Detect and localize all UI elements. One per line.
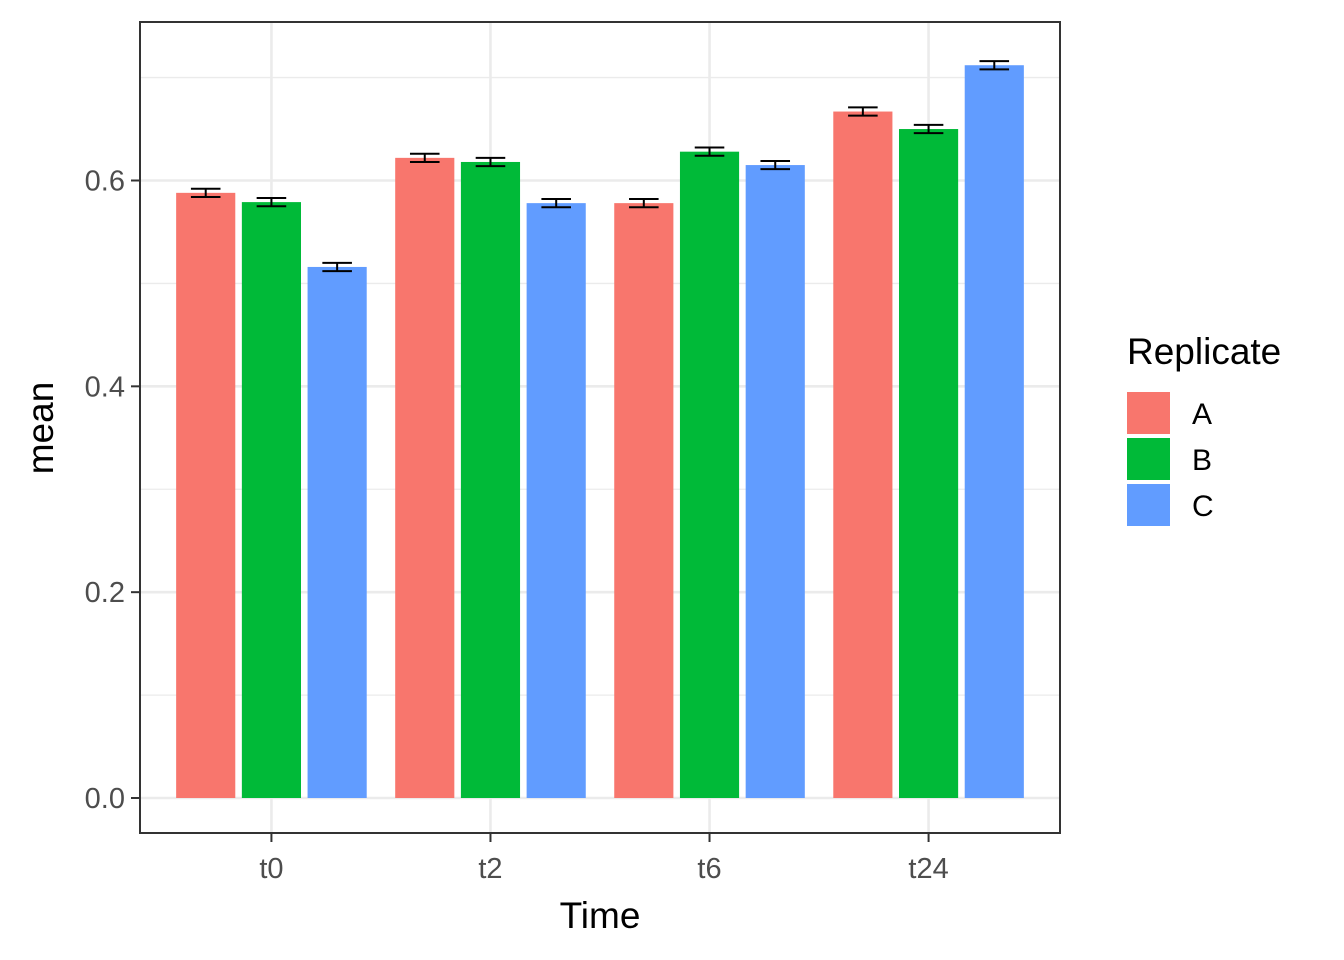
bar-b-t24: [899, 129, 959, 799]
x-tick-label: t0: [259, 853, 283, 885]
bar-a-t6: [614, 203, 674, 799]
x-tick-label: t24: [908, 853, 948, 885]
x-tick-label: t6: [697, 853, 721, 885]
y-axis-title: mean: [20, 382, 61, 475]
bar-c-t0: [307, 266, 367, 799]
bar-a-t2: [395, 157, 455, 799]
legend: Replicate ABC: [1127, 331, 1281, 526]
y-tick-label: 0.4: [85, 371, 125, 403]
legend-label-c: C: [1192, 490, 1214, 523]
bar-c-t6: [745, 165, 805, 799]
x-axis-title: Time: [560, 895, 641, 936]
error-bars: [190, 60, 1010, 273]
legend-key-b: [1127, 438, 1170, 480]
bar-a-t0: [176, 192, 236, 799]
bar-a-t24: [833, 111, 893, 799]
bar-b-t0: [241, 202, 301, 799]
y-tick-label: 0.0: [85, 783, 125, 815]
x-tick-label: t2: [478, 853, 502, 885]
y-tick-label: 0.2: [85, 577, 125, 609]
plot-panel-border: [139, 21, 1061, 834]
legend-label-b: B: [1192, 444, 1212, 477]
y-tick-label: 0.6: [85, 165, 125, 197]
bar-b-t6: [679, 151, 740, 799]
x-axis: t0 t2 t6 t24: [259, 833, 949, 885]
y-axis: 0.0 0.2 0.4 0.6: [85, 165, 140, 815]
legend-key-c: [1127, 484, 1170, 526]
legend-key-a: [1127, 392, 1170, 434]
bars: [176, 65, 1024, 799]
bar-c-t2: [526, 203, 586, 799]
bar-c-t24: [964, 65, 1024, 799]
bar-b-t2: [460, 161, 521, 799]
legend-title: Replicate: [1127, 331, 1281, 372]
legend-label-a: A: [1192, 398, 1212, 431]
